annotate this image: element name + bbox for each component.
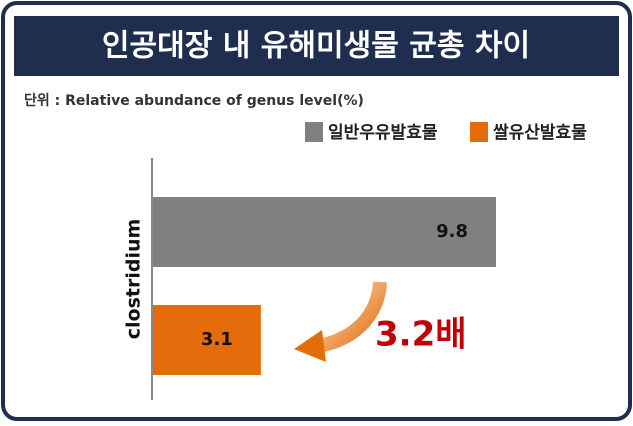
- bar: [152, 305, 261, 375]
- annotation: 3.2배: [375, 315, 467, 355]
- chart-title: 인공대장 내 유해미생물 균총 차이: [102, 29, 530, 64]
- arrow-head: [294, 330, 326, 362]
- y-tick-label: clostridium: [123, 219, 145, 340]
- title-bar: [14, 16, 619, 76]
- data-label: 9.8: [436, 221, 468, 242]
- legend-swatch: [470, 122, 488, 142]
- legend-swatch: [305, 122, 323, 142]
- legend-label: 일반우유발효물: [328, 123, 438, 143]
- arrow: [316, 281, 387, 353]
- legend-label: 쌀유산발효물: [493, 123, 587, 143]
- bar: [152, 197, 496, 267]
- data-label: 3.1: [201, 329, 233, 350]
- subtitle: 단위 : Relative abundance of genus level(%…: [24, 92, 364, 109]
